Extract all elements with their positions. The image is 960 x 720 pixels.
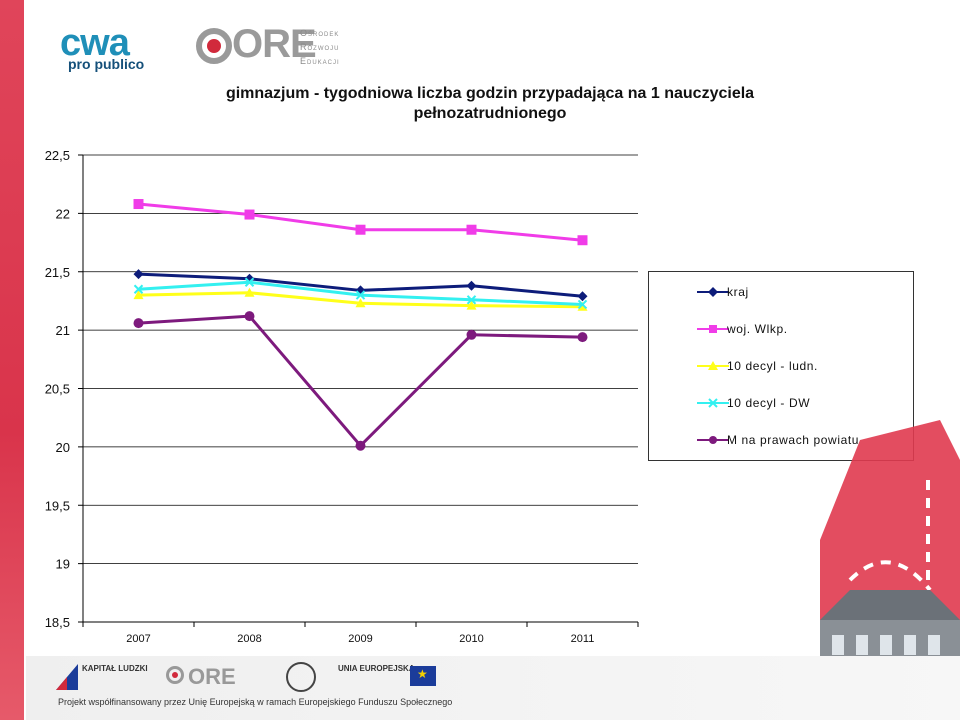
y-tick-label: 22 [56, 206, 70, 221]
legend-label: 10 decyl - DW [727, 396, 811, 410]
ore-logo-subtitle: Ośrodek Rozwoju Edukacji [300, 26, 340, 68]
data-point [133, 290, 144, 300]
x-tick-label: 2010 [459, 633, 483, 645]
footer-logos-bar: KAPITAŁ LUDZKI ORE UNIA EUROPEJSKA Proje… [26, 656, 960, 720]
legend-marker-x-icon [697, 398, 729, 408]
cwa-logo: cwa pro publico [60, 22, 160, 74]
data-point [577, 235, 588, 246]
y-tick-label: 21,5 [45, 265, 70, 280]
y-tick-label: 19 [56, 557, 70, 572]
data-point [244, 311, 255, 322]
data-point [133, 318, 144, 329]
legend-label: kraj [727, 285, 749, 299]
data-point [244, 209, 255, 220]
data-point [577, 301, 588, 311]
data-point [466, 224, 477, 235]
data-point [577, 291, 588, 302]
data-point [133, 269, 144, 280]
legend-marker-diamond-icon [697, 287, 729, 297]
ore-ring-icon [196, 28, 232, 64]
y-tick-label: 19,5 [45, 498, 70, 513]
legend-marker-triangle-icon [697, 361, 729, 370]
data-point [355, 290, 366, 300]
ore-line-1: Ośrodek [300, 28, 340, 38]
footer-cofinancing-text: Projekt współfinansowany przez Unię Euro… [58, 697, 453, 707]
x-tick-label: 2009 [348, 633, 372, 645]
ore-logo-word: ORE [232, 22, 317, 66]
data-point [355, 224, 366, 235]
legend-marker-square-icon [697, 325, 729, 333]
ore-mini-word: ORE [188, 664, 236, 689]
data-point [133, 284, 144, 294]
data-point [355, 440, 366, 451]
y-tick-label: 21 [56, 323, 70, 338]
cwa-logo-sub: pro publico [68, 56, 145, 72]
ue-label: UNIA EUROPEJSKA [338, 664, 415, 673]
x-tick-label: 2011 [571, 633, 595, 645]
kapital-ludzki-icon [56, 664, 78, 690]
data-point [466, 295, 477, 305]
y-tick-label: 22,5 [45, 148, 70, 163]
ore-logo: ORE Ośrodek Rozwoju Edukacji [192, 22, 362, 72]
ore-mini-ring-icon [166, 666, 184, 684]
data-point [355, 298, 366, 308]
data-point [577, 299, 588, 310]
legend-label: 10 decyl - ludn. [727, 359, 818, 373]
chart-title-line2: pełnozatrudnionego [413, 105, 567, 122]
data-point [466, 280, 477, 291]
data-point [466, 329, 477, 340]
eu-flag-icon [410, 666, 436, 686]
legend-marker-circle-icon [697, 436, 729, 444]
x-tick-label: 2007 [126, 633, 150, 645]
chart-title: gimnazjum - tygodniowa liczba godzin prz… [140, 84, 840, 124]
x-tick-label: 2008 [237, 633, 261, 645]
data-point [466, 300, 477, 310]
legend-label: woj. Wlkp. [727, 322, 788, 336]
y-tick-label: 20 [56, 440, 70, 455]
data-point [577, 332, 588, 343]
data-point [244, 277, 255, 287]
y-tick-label: 18,5 [45, 615, 70, 630]
ore-line-2: Rozwoju [300, 42, 340, 52]
y-tick-label: 20,5 [45, 382, 70, 397]
cwa-logo-word: cwa [60, 22, 130, 64]
data-point [244, 287, 255, 297]
ore-line-3: Edukacji [300, 56, 340, 66]
data-point [133, 199, 144, 210]
chart-title-line1: gimnazjum - tygodniowa liczba godzin prz… [225, 85, 755, 102]
left-accent-band [0, 0, 24, 720]
university-seal-icon [286, 662, 316, 692]
legend-label: M na prawach powiatu [727, 433, 860, 447]
kapital-ludzki-label: KAPITAŁ LUDZKI [82, 664, 148, 673]
chart-legend: kraj woj. Wlkp. 10 decyl - ludn. 10 decy… [648, 271, 914, 461]
